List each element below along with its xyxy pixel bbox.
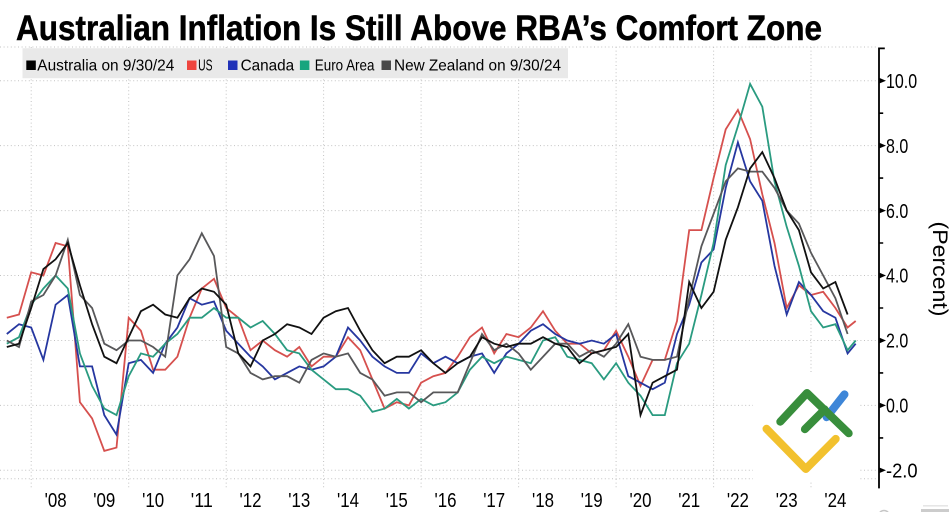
svg-text:'20: '20 [630,490,652,512]
svg-text:'17: '17 [483,490,505,512]
svg-text:8.0: 8.0 [886,136,908,158]
svg-text:'22: '22 [727,490,749,512]
svg-text:'24: '24 [824,490,846,512]
svg-text:Australia on 9/30/24: Australia on 9/30/24 [37,58,174,75]
svg-text:'13: '13 [288,490,310,512]
svg-text:'11: '11 [191,490,213,512]
svg-text:'08: '08 [45,490,67,512]
svg-text:'09: '09 [93,490,115,512]
svg-text:6.0: 6.0 [886,201,908,223]
svg-text:'16: '16 [435,490,457,512]
svg-text:Euro Area: Euro Area [315,58,375,75]
svg-text:Canada: Canada [241,58,295,75]
svg-text:'12: '12 [240,490,262,512]
svg-text:'15: '15 [386,490,408,512]
svg-text:'10: '10 [142,490,164,512]
svg-text:'21: '21 [678,490,700,512]
svg-text:'14: '14 [337,490,359,512]
svg-text:0.0: 0.0 [886,396,908,418]
svg-text:10.0: 10.0 [886,71,917,93]
svg-text:'18: '18 [532,490,554,512]
svg-text:-2.0: -2.0 [886,461,918,483]
svg-text:'23: '23 [776,490,798,512]
svg-text:US: US [198,58,212,75]
svg-text:Australian Inflation Is Still: Australian Inflation Is Still Above RBA’… [16,9,822,48]
svg-text:New Zealand on 9/30/24: New Zealand on 9/30/24 [394,58,561,75]
svg-text:(Percent): (Percent) [928,222,951,317]
svg-text:4.0: 4.0 [886,266,908,288]
svg-text:2.0: 2.0 [886,331,908,353]
svg-text:'19: '19 [581,490,603,512]
